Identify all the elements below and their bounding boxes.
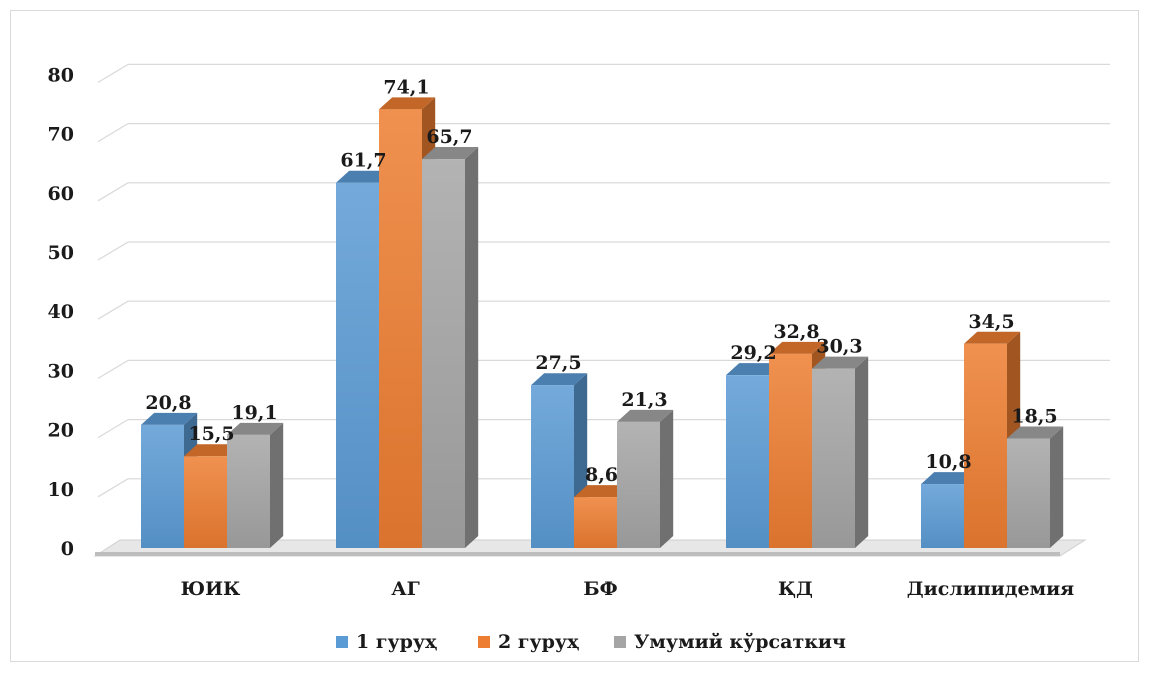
y-axis: 0 10 20 30 40 50 60 70 80 (48, 64, 74, 560)
bar-top (336, 170, 393, 183)
gridline-diagonal (97, 478, 129, 498)
bar-top (1007, 426, 1064, 439)
gridline-diagonal (97, 63, 129, 83)
bar-front (227, 434, 270, 548)
bar (422, 147, 479, 548)
bar-front (574, 497, 617, 548)
x-axis: ЮИК АГ БФ ҚД Дислипидемия (181, 578, 1075, 600)
gridline-diagonal (97, 300, 129, 320)
data-label: 8,6 (585, 464, 618, 486)
legend-item: 1 гуруҳ (336, 631, 437, 653)
legend-swatch (336, 636, 348, 648)
y-tick-label: 0 (61, 538, 74, 560)
bar-front (812, 368, 855, 548)
data-label: 65,7 (426, 126, 472, 148)
bar-top (812, 356, 869, 369)
x-tick-label: ЮИК (181, 578, 241, 600)
bar (227, 422, 284, 548)
data-label: 18,5 (1011, 405, 1057, 427)
data-labels: 20,815,519,161,774,165,727,58,621,329,23… (145, 76, 1057, 486)
bar (617, 409, 674, 548)
y-tick-label: 50 (48, 242, 74, 264)
x-tick-label: АГ (391, 578, 420, 600)
bar-front (1007, 438, 1050, 548)
data-label: 34,5 (968, 311, 1014, 333)
x-tick-label: Дислипидемия (907, 578, 1074, 600)
legend-item: 2 гуруҳ (478, 631, 579, 653)
bar-top (726, 363, 783, 376)
bar-top (617, 409, 674, 422)
x-tick-label: БФ (583, 578, 617, 600)
bar (1007, 426, 1064, 548)
gridlines (97, 63, 1110, 498)
legend-item: Умумий кўрсаткич (614, 631, 846, 653)
data-label: 74,1 (383, 76, 429, 98)
data-label: 21,3 (621, 389, 667, 411)
bar-top (422, 147, 479, 160)
bars (141, 97, 1064, 548)
y-tick-label: 30 (48, 360, 74, 382)
data-label: 20,8 (145, 392, 191, 414)
bar-top (531, 373, 588, 386)
gridline-diagonal (97, 359, 129, 379)
y-tick-label: 40 (48, 301, 74, 323)
bar-top (141, 412, 198, 425)
legend-swatch (478, 636, 490, 648)
bar-top (379, 97, 436, 110)
data-label: 61,7 (340, 150, 386, 172)
data-label: 30,3 (816, 336, 862, 358)
bar-front (141, 424, 184, 548)
data-label: 15,5 (188, 423, 234, 445)
bar-front (379, 109, 422, 548)
bar-front (336, 182, 379, 548)
bar-front (921, 484, 964, 548)
bar-front (726, 375, 769, 548)
data-label: 27,5 (535, 352, 581, 374)
data-label: 32,8 (773, 321, 819, 343)
bar-top (227, 422, 284, 435)
gridline-diagonal (97, 241, 129, 261)
bar-side (270, 422, 284, 548)
y-tick-label: 20 (48, 420, 74, 442)
legend-label: 2 гуруҳ (498, 631, 579, 653)
gridline-diagonal (97, 123, 129, 143)
bar-top (574, 485, 631, 498)
data-label: 10,8 (925, 451, 971, 473)
bar-top (184, 444, 241, 457)
data-label: 29,2 (730, 342, 776, 364)
bar-front (617, 421, 660, 548)
bar-side (855, 356, 869, 548)
bar-side (465, 147, 479, 548)
bar (812, 356, 869, 548)
bar-side (660, 409, 674, 548)
y-tick-label: 70 (48, 124, 74, 146)
gridline-diagonal (97, 182, 129, 202)
x-tick-label: ҚД (778, 578, 813, 600)
legend-label: 1 гуруҳ (356, 631, 437, 653)
bar-front (531, 385, 574, 548)
y-tick-label: 60 (48, 183, 74, 205)
legend: 1 гуруҳ 2 гуруҳ Умумий кўрсаткич (336, 631, 846, 653)
bar-front (184, 456, 227, 548)
bar-side (1050, 426, 1064, 548)
data-label: 19,1 (231, 402, 277, 424)
bar-top (921, 472, 978, 485)
bar (531, 373, 588, 548)
legend-label: Умумий кўрсаткич (634, 631, 846, 653)
chart-floor-edge (95, 552, 1060, 556)
legend-swatch (614, 636, 626, 648)
bar-top (769, 341, 826, 354)
bar-front (964, 343, 1007, 548)
bar-front (422, 159, 465, 548)
bar-front (769, 353, 812, 548)
y-tick-label: 10 (48, 479, 74, 501)
bar-top (964, 331, 1021, 344)
gridline-diagonal (97, 419, 129, 439)
y-tick-label: 80 (48, 64, 74, 86)
